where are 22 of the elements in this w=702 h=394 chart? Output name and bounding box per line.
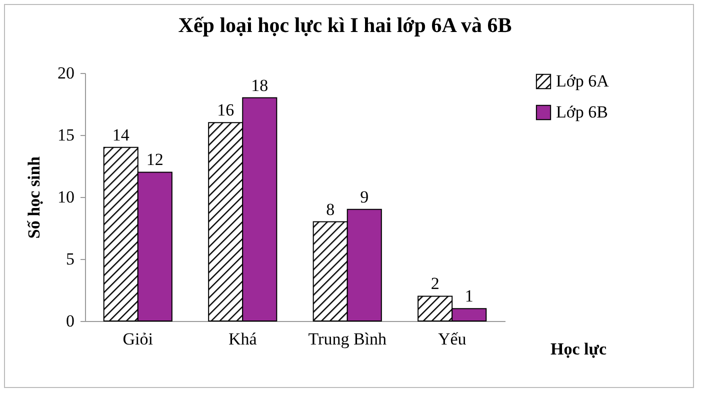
data-label: 1 — [464, 286, 474, 306]
legend-label: Lớp 6A — [556, 72, 610, 90]
data-label: 8 — [326, 200, 335, 219]
x-tick-label: Khá — [228, 330, 258, 348]
data-label: 14 — [112, 125, 130, 144]
x-axis-title: Học lực — [550, 340, 607, 358]
chart-title: Xếp loại học lực kì I hai lớp 6A và 6B — [178, 13, 512, 37]
data-label: 9 — [360, 187, 369, 206]
y-tick-label: 5 — [66, 250, 74, 268]
data-label: 16 — [217, 100, 234, 120]
y-tick-label: 15 — [58, 126, 74, 144]
y-axis-title: Số học sinh — [24, 156, 44, 239]
data-label: 12 — [146, 150, 164, 170]
y-tick-label: 0 — [66, 312, 74, 330]
x-tick-label: Trung Bình — [308, 330, 387, 348]
x-tick-label: Giỏi — [122, 330, 154, 348]
legend-label: Lớp 6B — [556, 102, 608, 122]
data-label: 2 — [430, 274, 440, 294]
y-tick-label: 10 — [58, 188, 74, 206]
x-tick-label: Yếu — [438, 330, 467, 348]
data-label: 18 — [251, 76, 268, 95]
y-tick-label: 20 — [58, 64, 74, 82]
